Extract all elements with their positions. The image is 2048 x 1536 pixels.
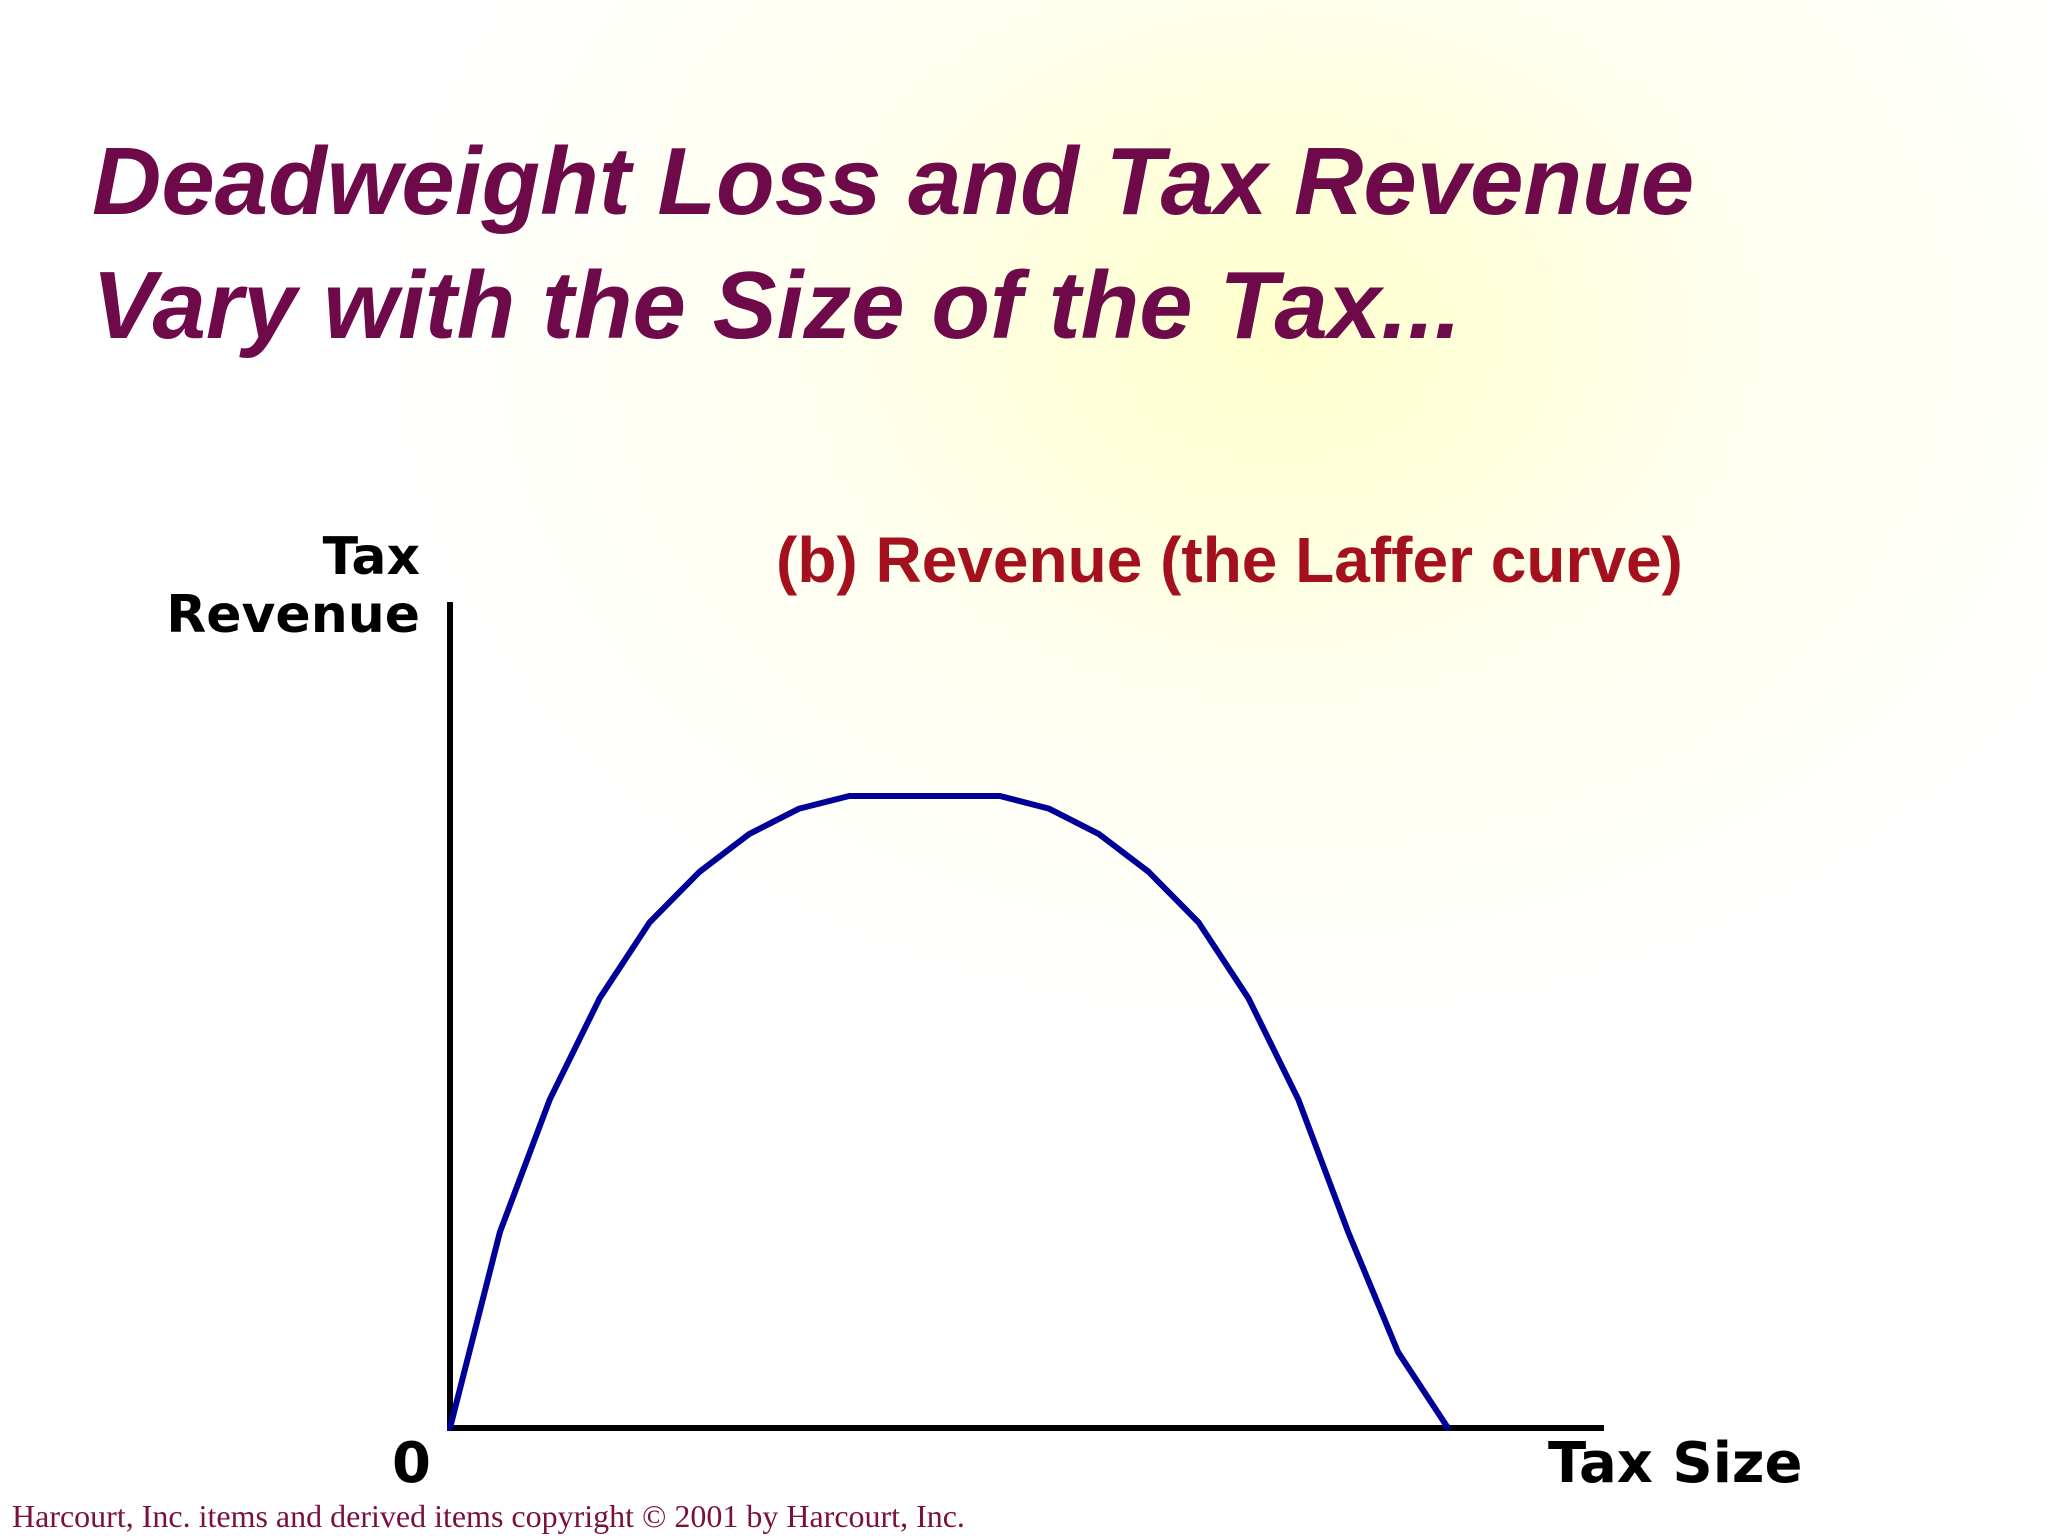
y-axis-label-line-2: Revenue [166, 585, 420, 645]
slide-title: Deadweight Loss and Tax Revenue Vary wit… [92, 120, 1992, 368]
slide-title-line-2: Vary with the Size of the Tax... [92, 252, 1462, 359]
laffer-curve-line [447, 793, 1451, 1431]
y-axis-label: Tax Revenue [166, 528, 420, 644]
origin-label: 0 [392, 1431, 431, 1496]
y-axis-label-line-1: Tax [322, 527, 420, 587]
x-axis-label: Tax Size [1548, 1431, 1803, 1496]
copyright-footer: Harcourt, Inc. items and derived items c… [12, 1498, 965, 1534]
slide-title-line-1: Deadweight Loss and Tax Revenue [92, 128, 1695, 235]
chart-title: (b) Revenue (the Laffer curve) [776, 524, 1683, 596]
